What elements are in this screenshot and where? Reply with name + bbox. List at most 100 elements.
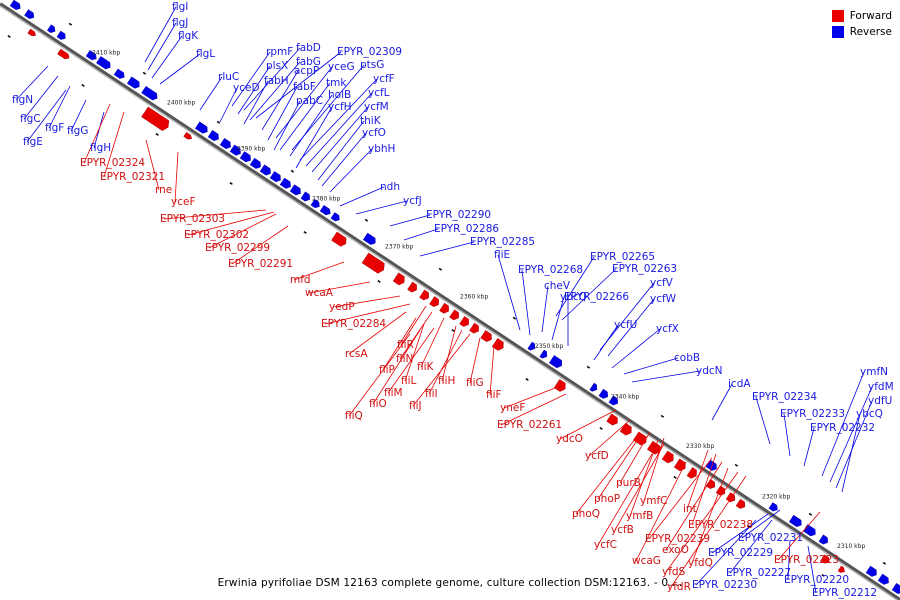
reverse-gene-label: ydcN xyxy=(696,365,723,377)
reverse-gene-block xyxy=(598,388,608,399)
reverse-gene-label: EPYR_02263 xyxy=(612,263,677,275)
forward-gene-leader xyxy=(597,453,653,546)
forward-gene-label: EPYR_02303 xyxy=(160,213,225,225)
forward-gene-label: EPYR_02239 xyxy=(645,533,710,545)
forward-gene-label: EPYR_02238 xyxy=(688,519,753,531)
reverse-gene-label: EPYR_02229 xyxy=(708,547,773,559)
forward-gene-leader xyxy=(348,333,411,417)
reverse-gene-label: EPYR_02265 xyxy=(590,251,655,263)
forward-gene-leader xyxy=(348,311,407,355)
reverse-gene-leader xyxy=(23,75,59,120)
forward-gene-leader xyxy=(174,151,179,203)
reverse-gene-label: pabC xyxy=(296,95,323,107)
reverse-gene-leader xyxy=(93,111,105,149)
reverse-gene-leader xyxy=(551,296,565,341)
forward-gene-block xyxy=(686,467,697,479)
reverse-gene-leader xyxy=(821,371,865,477)
forward-gene-label: EPYR_02261 xyxy=(497,419,562,431)
reverse-gene-leader xyxy=(841,413,861,493)
forward-gene-leader xyxy=(614,443,665,531)
reverse-gene-block xyxy=(259,164,271,176)
feature-tick xyxy=(142,71,147,75)
forward-gene-label: mfd xyxy=(290,274,311,286)
reverse-gene-block xyxy=(802,524,816,537)
reverse-gene-block xyxy=(608,395,618,406)
reverse-gene-label: EPYR_02227 xyxy=(726,567,791,579)
feature-tick xyxy=(68,22,73,26)
forward-gene-leader xyxy=(308,281,371,294)
reverse-gene-leader xyxy=(611,328,661,369)
reverse-gene-label: flgF xyxy=(45,122,64,134)
forward-swatch xyxy=(831,10,844,22)
forward-gene-label: EPYR_02284 xyxy=(321,318,386,330)
forward-gene-leader xyxy=(372,329,421,405)
reverse-gene-leader xyxy=(711,383,733,421)
reverse-gene-label: EPYR_02233 xyxy=(780,408,845,420)
forward-gene-block xyxy=(141,106,170,131)
reverse-gene-label: yfdM xyxy=(868,381,894,393)
forward-gene-leader xyxy=(648,457,713,540)
reverse-gene-label: EPYR_02286 xyxy=(434,223,499,235)
reverse-gene-leader xyxy=(144,6,177,63)
reverse-gene-leader xyxy=(807,545,817,594)
legend-forward: Forward xyxy=(831,8,892,24)
reverse-gene-label: ycfW xyxy=(650,293,677,305)
reverse-gene-leader xyxy=(695,519,757,586)
scale-label: 2370 kbp xyxy=(385,244,413,251)
reverse-gene-block xyxy=(141,85,158,101)
reverse-gene-label: EPYR_02232 xyxy=(810,422,875,434)
feature-tick xyxy=(512,316,517,320)
forward-gene-block xyxy=(646,440,661,455)
forward-gene-block xyxy=(553,379,566,392)
reverse-gene-label: yceD xyxy=(233,82,260,94)
reverse-gene-leader xyxy=(48,85,71,129)
forward-gene-block xyxy=(735,498,746,509)
forward-gene-leader xyxy=(145,139,160,191)
reverse-gene-block xyxy=(310,198,320,209)
reverse-gene-block xyxy=(279,177,291,189)
reverse-gene-label: fabF xyxy=(293,81,316,93)
forward-gene-label: yceF xyxy=(171,196,196,208)
reverse-gene-label: flgC xyxy=(20,113,41,125)
reverse-gene-label: fliE xyxy=(494,249,510,261)
scale-label: 2330 kbp xyxy=(686,443,714,450)
reverse-gene-label: rpmF xyxy=(266,46,293,58)
reverse-gene-block xyxy=(9,0,21,10)
reverse-gene-block xyxy=(96,56,111,70)
reverse-gene-block xyxy=(527,341,536,351)
reverse-gene-leader xyxy=(243,47,301,111)
forward-gene-leader xyxy=(324,303,411,325)
forward-gene-block xyxy=(491,338,504,351)
reverse-gene-leader xyxy=(521,269,531,336)
reverse-gene-block xyxy=(768,502,778,512)
reverse-gene-leader xyxy=(267,86,298,141)
forward-gene-label: yfdS xyxy=(662,566,686,578)
reverse-gene-label: EPYR_02268 xyxy=(518,264,583,276)
reverse-gene-block xyxy=(56,30,66,40)
reverse-gene-label: flgN xyxy=(12,94,33,106)
reverse-gene-label: flgL xyxy=(196,48,215,60)
reverse-gene-label: flgI xyxy=(172,1,188,13)
forward-gene-block xyxy=(392,272,405,286)
backbone-shadow xyxy=(0,5,899,600)
reverse-gene-leader xyxy=(295,106,333,169)
reverse-gene-label: ybcQ xyxy=(856,408,883,420)
reverse-gene-leader xyxy=(273,100,301,151)
forward-gene-block xyxy=(469,322,479,334)
reverse-gene-label: acpP xyxy=(294,65,319,77)
reverse-gene-label: ptsG xyxy=(360,59,384,71)
scale-label: 2340 kbp xyxy=(611,393,639,400)
reverse-gene-block xyxy=(85,50,97,61)
forward-gene-label: yfdR xyxy=(667,581,691,593)
reverse-gene-label: ycfX xyxy=(656,323,679,335)
reverse-gene-block xyxy=(24,9,35,19)
reverse-gene-label: EPYR_02231 xyxy=(738,532,803,544)
legend-reverse: Reverse xyxy=(831,24,892,40)
feature-tick xyxy=(882,561,887,565)
forward-gene-leader xyxy=(332,295,401,308)
forward-gene-leader xyxy=(643,437,665,502)
reverse-gene-block xyxy=(891,582,900,595)
forward-gene-label: yfdQ xyxy=(688,557,713,569)
forward-gene-block xyxy=(837,565,845,573)
